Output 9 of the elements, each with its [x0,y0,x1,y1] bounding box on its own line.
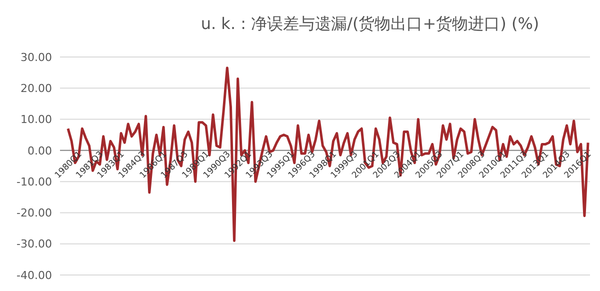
y-tick-label: -10.00 [16,175,52,188]
y-tick-label: -30.00 [16,238,52,251]
y-tick-label: 10.00 [20,113,52,126]
y-tick-label: -20.00 [16,206,52,220]
y-tick-label: 20.00 [20,82,52,95]
chart-title: u. k. : 净误差与遗漏/(货物出口+货物进口) (%) [200,14,540,33]
y-tick-label: 30.00 [20,50,52,64]
y-tick-label: -40.00 [16,268,52,282]
y-tick-label: 0.00 [28,144,52,158]
